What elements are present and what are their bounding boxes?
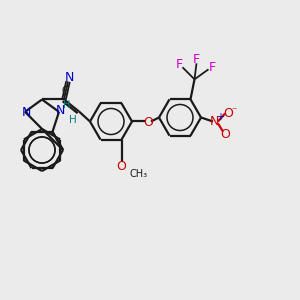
Text: O: O: [143, 116, 153, 129]
Text: F: F: [176, 58, 183, 71]
Text: N: N: [21, 106, 31, 119]
Text: F: F: [193, 53, 200, 66]
Text: N: N: [64, 71, 74, 84]
Text: O: O: [223, 107, 233, 120]
Text: O: O: [117, 160, 126, 173]
Text: N: N: [55, 104, 65, 117]
Text: C: C: [61, 86, 68, 96]
Text: ⁻: ⁻: [231, 106, 237, 116]
Text: +: +: [216, 112, 224, 122]
Text: F: F: [209, 61, 216, 74]
Text: CH₃: CH₃: [130, 169, 148, 179]
Text: H: H: [63, 100, 71, 110]
Text: N: N: [209, 115, 219, 128]
Text: H: H: [69, 116, 77, 125]
Text: O: O: [220, 128, 230, 141]
